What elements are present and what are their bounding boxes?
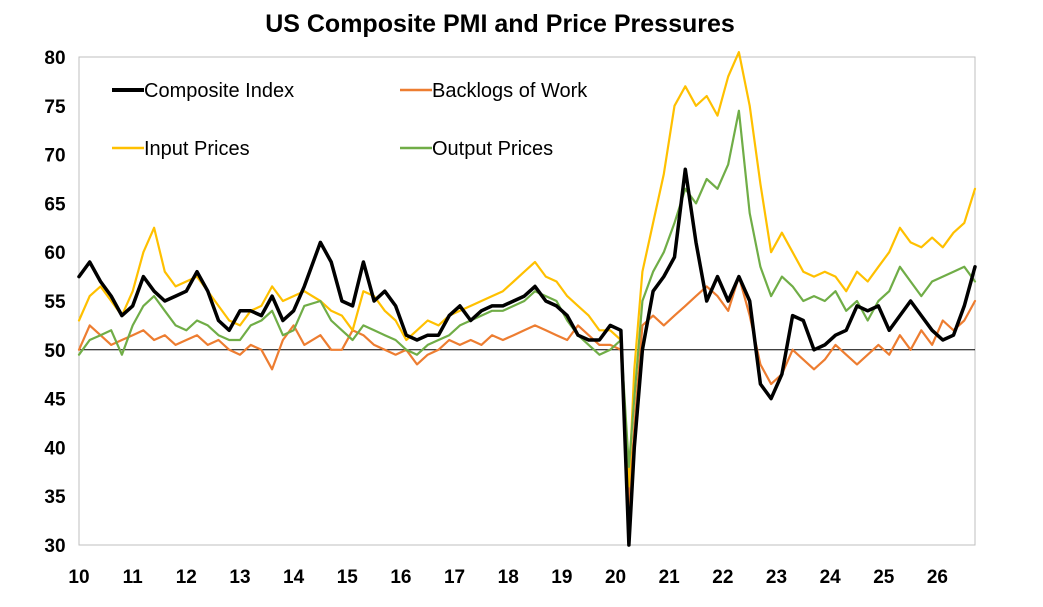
y-tick-label: 30 — [44, 536, 65, 557]
x-tick-label: 14 — [283, 567, 305, 588]
series-lines — [77, 50, 977, 547]
y-tick-label: 70 — [44, 146, 65, 167]
y-tick-label: 55 — [44, 292, 66, 313]
legend-composite-index-label: Composite Index — [144, 80, 294, 102]
x-tick-label: 18 — [498, 567, 519, 588]
y-tick-label: 65 — [44, 194, 66, 215]
x-tick-label: 20 — [605, 567, 626, 588]
x-tick-label: 24 — [820, 567, 842, 588]
chart-title: US Composite PMI and Price Pressures — [265, 10, 735, 38]
x-tick-label: 10 — [68, 567, 89, 588]
x-tick-label: 13 — [229, 567, 250, 588]
y-tick-label: 45 — [44, 390, 66, 411]
x-tick-label: 22 — [712, 567, 733, 588]
y-tick-label: 50 — [44, 341, 65, 362]
x-tick-label: 16 — [390, 567, 411, 588]
x-tick-label: 15 — [337, 567, 359, 588]
y-tick-label: 75 — [44, 97, 66, 118]
y-axis: 30 35 40 45 50 55 60 65 70 75 80 — [44, 48, 66, 557]
x-tick-label: 11 — [123, 567, 144, 588]
x-tick-label: 19 — [551, 567, 572, 588]
x-tick-label: 17 — [444, 567, 465, 588]
x-tick-label: 26 — [927, 567, 948, 588]
input-prices-line — [77, 50, 977, 488]
y-tick-label: 60 — [44, 243, 65, 264]
x-tick-label: 21 — [659, 567, 681, 588]
x-tick-label: 23 — [766, 567, 787, 588]
y-tick-label: 40 — [44, 438, 65, 459]
legend-input-prices-label: Input Prices — [144, 138, 250, 160]
y-tick-label: 35 — [44, 487, 66, 508]
x-tick-label: 12 — [176, 567, 197, 588]
legend-output-prices-label: Output Prices — [432, 138, 553, 160]
y-tick-label: 80 — [44, 48, 65, 69]
x-tick-label: 25 — [873, 567, 895, 588]
legend: Composite Index Backlogs of Work Input Pri… — [112, 80, 588, 160]
backlogs-of-work-line — [77, 275, 977, 508]
x-axis: 10 11 12 13 14 15 16 17 18 19 20 21 22 23 24 25 26 — [68, 567, 948, 588]
composite-index-line — [77, 167, 977, 547]
output-prices-line — [77, 109, 977, 468]
legend-backlogs-of-work-label: Backlogs of Work — [432, 80, 588, 102]
